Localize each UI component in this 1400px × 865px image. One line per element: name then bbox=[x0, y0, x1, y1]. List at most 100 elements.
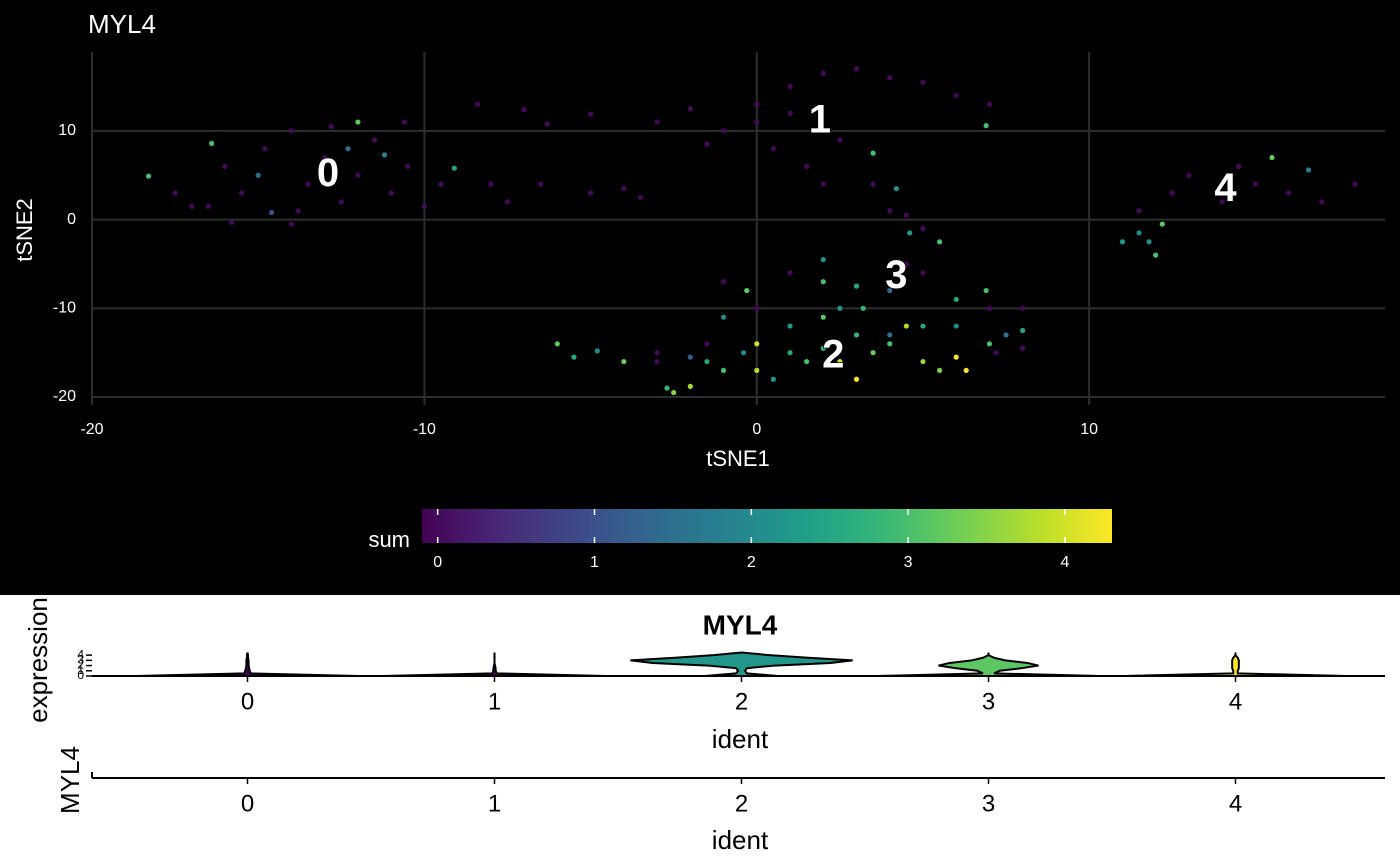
point bbox=[983, 287, 989, 294]
point bbox=[920, 79, 926, 85]
point bbox=[664, 385, 670, 391]
point bbox=[870, 181, 876, 187]
y-axis-title: tSNE2 bbox=[12, 198, 37, 262]
point bbox=[887, 75, 893, 81]
point bbox=[853, 332, 860, 338]
y-tick-label: 1 bbox=[77, 663, 84, 677]
x-tick-label: 4 bbox=[1229, 790, 1242, 817]
point bbox=[145, 173, 152, 179]
point bbox=[787, 323, 793, 329]
point bbox=[1305, 167, 1312, 173]
point bbox=[953, 92, 959, 99]
point bbox=[903, 261, 909, 267]
x-tick-label: -20 bbox=[80, 421, 103, 438]
point bbox=[1252, 181, 1258, 187]
point bbox=[804, 358, 810, 365]
point bbox=[504, 199, 511, 205]
point bbox=[820, 314, 826, 320]
point bbox=[1020, 327, 1026, 334]
point bbox=[986, 101, 993, 107]
empty-x-title: ident bbox=[712, 825, 769, 855]
point bbox=[983, 123, 989, 129]
point bbox=[920, 270, 926, 276]
x-tick-label: 0 bbox=[752, 421, 761, 438]
point bbox=[870, 150, 876, 156]
x-tick-label: 0 bbox=[241, 790, 254, 817]
x-tick-label: 1 bbox=[488, 790, 501, 817]
x-axis-title: tSNE1 bbox=[706, 446, 770, 471]
point bbox=[401, 119, 408, 125]
point bbox=[720, 367, 727, 374]
cluster-label: 1 bbox=[809, 98, 831, 142]
y-tick-label: -10 bbox=[53, 300, 76, 317]
colorbar-tick-label: 3 bbox=[904, 554, 913, 571]
y-tick-label: -20 bbox=[53, 388, 76, 405]
point bbox=[704, 341, 710, 347]
x-tick-label: 0 bbox=[241, 688, 254, 715]
violin-title: MYL4 bbox=[703, 609, 778, 640]
point bbox=[238, 190, 245, 196]
point bbox=[371, 137, 378, 143]
point bbox=[920, 358, 926, 365]
point bbox=[1159, 221, 1165, 227]
point bbox=[587, 111, 594, 117]
point bbox=[820, 279, 826, 285]
cluster-label: 3 bbox=[885, 253, 907, 297]
point bbox=[720, 128, 727, 134]
violin-x-title: ident bbox=[712, 724, 769, 754]
point bbox=[268, 209, 275, 216]
point bbox=[986, 341, 993, 347]
point bbox=[338, 199, 344, 205]
point bbox=[1286, 190, 1292, 196]
point bbox=[754, 367, 760, 374]
violin bbox=[877, 652, 1100, 677]
scatter-title: MYL4 bbox=[88, 9, 156, 39]
point bbox=[963, 367, 969, 374]
point bbox=[787, 270, 793, 276]
violin bbox=[383, 652, 606, 677]
point bbox=[305, 181, 311, 187]
point bbox=[853, 283, 860, 289]
point bbox=[1153, 252, 1159, 258]
point bbox=[953, 354, 959, 360]
point bbox=[920, 323, 926, 329]
point bbox=[820, 70, 826, 76]
point bbox=[1169, 190, 1175, 196]
point bbox=[1003, 332, 1009, 338]
point bbox=[405, 163, 411, 170]
point bbox=[986, 305, 993, 311]
y-tick-label: 0 bbox=[67, 211, 76, 228]
violin bbox=[1124, 652, 1347, 677]
point bbox=[355, 172, 361, 178]
point bbox=[288, 221, 295, 227]
point bbox=[804, 163, 810, 170]
x-tick-label: 1 bbox=[488, 688, 501, 715]
point bbox=[754, 101, 760, 107]
point bbox=[720, 279, 727, 285]
point bbox=[887, 287, 893, 294]
point bbox=[787, 110, 793, 116]
point bbox=[704, 141, 710, 147]
point bbox=[820, 256, 826, 263]
point bbox=[255, 172, 261, 178]
point bbox=[837, 137, 843, 143]
point bbox=[837, 305, 843, 311]
point bbox=[720, 314, 727, 320]
colorbar-title: sum bbox=[368, 527, 410, 552]
point bbox=[322, 154, 328, 161]
point bbox=[587, 190, 594, 196]
point bbox=[671, 389, 677, 396]
point bbox=[754, 119, 760, 125]
point bbox=[421, 203, 427, 209]
point bbox=[820, 345, 826, 351]
point bbox=[860, 305, 866, 311]
colorbar-tick-label: 1 bbox=[590, 554, 599, 571]
point bbox=[654, 350, 660, 356]
point bbox=[853, 66, 860, 72]
cluster-label: 0 bbox=[317, 151, 339, 195]
point bbox=[870, 350, 876, 356]
point bbox=[687, 354, 693, 360]
point bbox=[1020, 305, 1026, 311]
colorbar-tick-label: 4 bbox=[1061, 554, 1070, 571]
